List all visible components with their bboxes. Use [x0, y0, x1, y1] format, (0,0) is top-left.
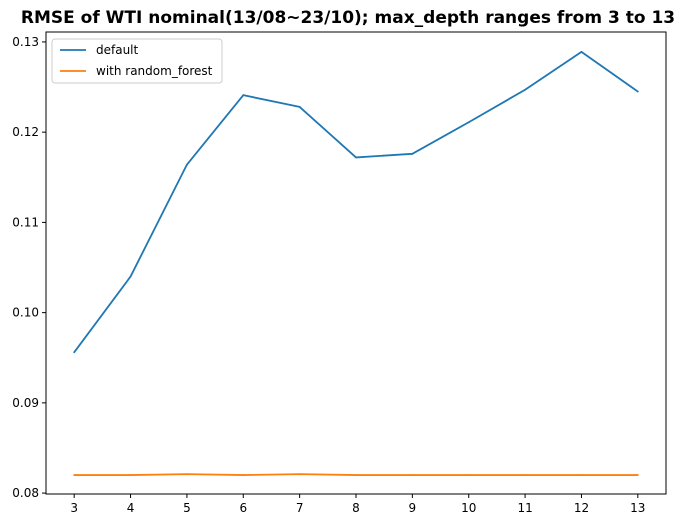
data-point-with-random-forest: [636, 474, 639, 476]
chart-title: RMSE of WTI nominal(13/08~23/10); max_de…: [21, 8, 675, 28]
legend-label-with-random-forest: with random_forest: [96, 64, 213, 78]
x-tick-label: 13: [630, 501, 645, 515]
data-point-default: [524, 88, 526, 91]
data-point-default: [186, 163, 188, 166]
data-point-with-random-forest: [411, 474, 414, 476]
x-tick-label: 6: [239, 501, 247, 515]
x-tick-label: 11: [517, 501, 532, 515]
plot-frame: [45, 31, 667, 495]
series-layer: [73, 50, 639, 476]
data-point-with-random-forest: [580, 474, 583, 476]
x-tick-label: 10: [461, 501, 476, 515]
y-tick-label: 0.13: [12, 35, 39, 49]
x-tick-label: 7: [296, 501, 304, 515]
axes: 3 4 5 6 7 8 9 10 11 12 13 0.08 0.09 0.10 0.11 0.12 0.13: [12, 31, 667, 515]
data-point-with-random-forest: [524, 474, 526, 476]
data-point-with-random-forest: [129, 474, 132, 476]
y-tick-label: 0.08: [12, 486, 39, 500]
x-tick-label: 5: [183, 501, 191, 515]
legend-box: [51, 38, 223, 84]
series-line-default: [73, 50, 639, 353]
y-tick-label: 0.12: [12, 125, 39, 139]
x-tick-label: 3: [70, 501, 78, 515]
data-point-default: [298, 105, 301, 108]
data-point-with-random-forest: [73, 474, 76, 476]
x-tick-label: 12: [574, 501, 589, 515]
data-point-default: [242, 94, 245, 97]
data-point-default: [73, 351, 76, 354]
x-tick-label: 4: [127, 501, 135, 515]
data-point-with-random-forest: [186, 473, 188, 476]
data-point-with-random-forest: [467, 474, 470, 476]
legend-label-default: default: [96, 43, 139, 57]
data-point-with-random-forest: [298, 473, 301, 476]
data-point-default: [580, 50, 583, 53]
x-tick-label: 9: [409, 501, 417, 515]
data-point-default: [411, 152, 414, 155]
data-point-with-random-forest: [355, 474, 357, 476]
data-point-with-random-forest: [242, 474, 245, 476]
y-tick-label: 0.09: [12, 396, 39, 410]
legend: default with random_forest: [51, 38, 223, 84]
data-point-default: [636, 90, 639, 93]
data-point-default: [355, 156, 357, 159]
data-point-default: [467, 121, 470, 124]
x-tick-label: 8: [352, 501, 360, 515]
y-tick-label: 0.10: [12, 306, 39, 320]
data-point-default: [129, 275, 132, 278]
y-tick-label: 0.11: [12, 215, 39, 229]
